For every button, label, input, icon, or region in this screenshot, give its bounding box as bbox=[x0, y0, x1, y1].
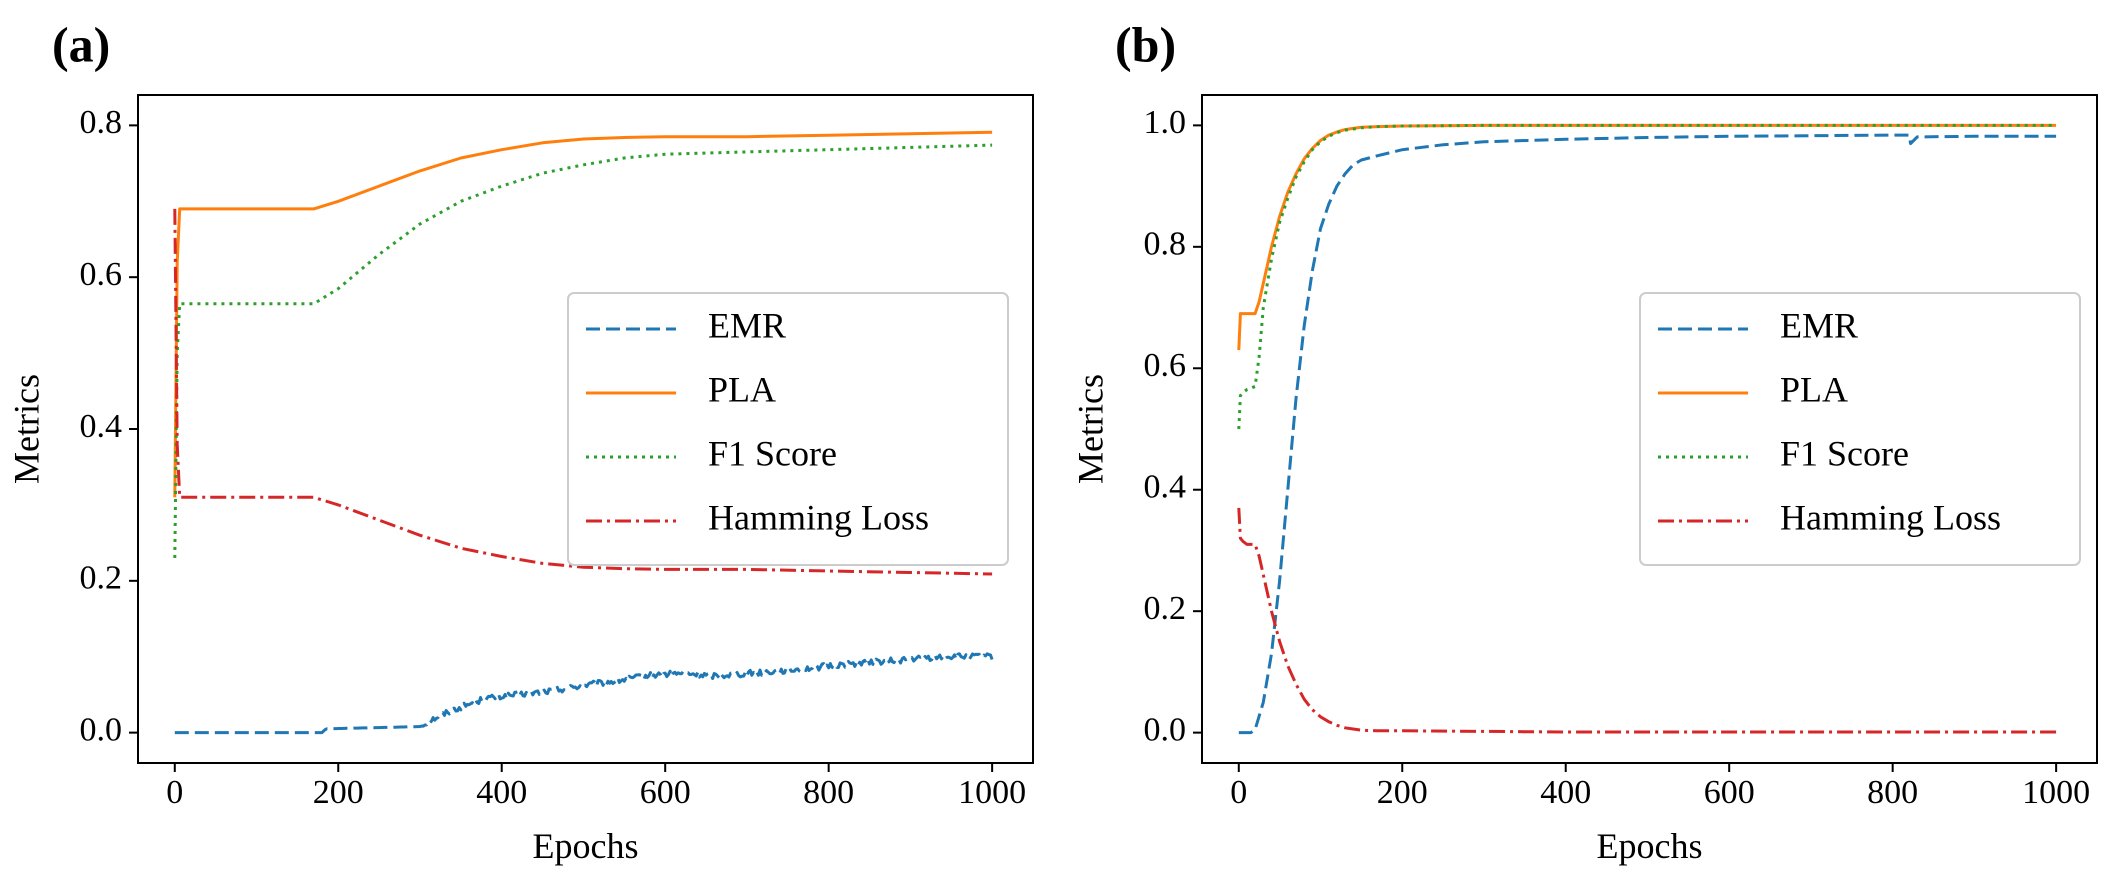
series-group bbox=[1237, 123, 2057, 735]
legend-box bbox=[1639, 292, 2081, 566]
x-tick-label: 200 bbox=[1377, 774, 1428, 811]
x-tick-label: 0 bbox=[1230, 774, 1247, 811]
plot-frame bbox=[1201, 94, 2098, 764]
y-tick-label: 0.4 bbox=[80, 408, 123, 445]
x-tick-label: 600 bbox=[1704, 774, 1755, 811]
legend-label-pla: PLA bbox=[708, 369, 776, 409]
legend-label-hamming-loss: Hamming Loss bbox=[708, 497, 929, 537]
legend-label-emr: EMR bbox=[1780, 305, 1858, 345]
x-tick-label: 1000 bbox=[958, 774, 1026, 811]
y-tick-label: 0.4 bbox=[1144, 469, 1187, 506]
y-axis-title: Metrics bbox=[6, 374, 46, 484]
y-tick-label: 0.2 bbox=[80, 560, 123, 597]
y-tick-label: 0.0 bbox=[80, 711, 123, 748]
y-tick-label: 0.8 bbox=[80, 104, 123, 141]
x-tick-label: 800 bbox=[803, 774, 854, 811]
series-line-emr bbox=[1238, 133, 2057, 735]
legend-label-hamming-loss: Hamming Loss bbox=[1780, 497, 2001, 537]
legend-label-f1-score: F1 Score bbox=[708, 433, 837, 473]
y-tick-label: 0.8 bbox=[1144, 226, 1187, 263]
series-group bbox=[173, 130, 994, 735]
series-line-emr bbox=[174, 652, 994, 735]
x-tick-label: 800 bbox=[1867, 774, 1918, 811]
y-tick-label: 0.6 bbox=[1144, 347, 1187, 384]
x-axis-title: Epochs bbox=[533, 826, 639, 866]
panel-label: (b) bbox=[1115, 16, 1176, 72]
legend: EMR PLA F1 Score Hamming Loss bbox=[1639, 292, 2081, 566]
y-axis-title: Metrics bbox=[1070, 374, 1110, 484]
series-line-f1-score bbox=[173, 143, 993, 559]
panel-a: (a) 0 200 400 600 800 1000 0.0 0.2 0.4 0.6 0.8 Epoch… bbox=[6, 16, 1034, 866]
panel-b: (b) 0 200 400 600 800 1000 0.0 0.2 0.4 0.6 0.8 1.0 Ep… bbox=[1070, 16, 2098, 866]
x-axis-title: Epochs bbox=[1597, 826, 1703, 866]
series-line-hamming-loss bbox=[173, 208, 993, 576]
legend-label-emr: EMR bbox=[708, 305, 786, 345]
series-line-hamming-loss bbox=[1237, 507, 2057, 734]
y-tick-label: 1.0 bbox=[1144, 104, 1187, 141]
panel-label: (a) bbox=[52, 16, 110, 72]
x-tick-label: 400 bbox=[1540, 774, 1591, 811]
series-line-pla bbox=[173, 130, 993, 498]
series-line-f1-score bbox=[1237, 123, 2057, 430]
x-tick-label: 200 bbox=[313, 774, 364, 811]
legend-label-f1-score: F1 Score bbox=[1780, 433, 1909, 473]
x-tick-label: 0 bbox=[166, 774, 183, 811]
legend-label-pla: PLA bbox=[1780, 369, 1848, 409]
y-tick-label: 0.2 bbox=[1144, 590, 1187, 627]
y-tick-label: 0.0 bbox=[1144, 711, 1187, 748]
x-tick-label: 400 bbox=[476, 774, 527, 811]
legend: EMR PLA F1 Score Hamming Loss bbox=[567, 292, 1009, 566]
y-tick-label: 0.6 bbox=[80, 256, 123, 293]
x-tick-label: 600 bbox=[640, 774, 691, 811]
legend-box bbox=[567, 292, 1009, 566]
x-tick-label: 1000 bbox=[2022, 774, 2090, 811]
